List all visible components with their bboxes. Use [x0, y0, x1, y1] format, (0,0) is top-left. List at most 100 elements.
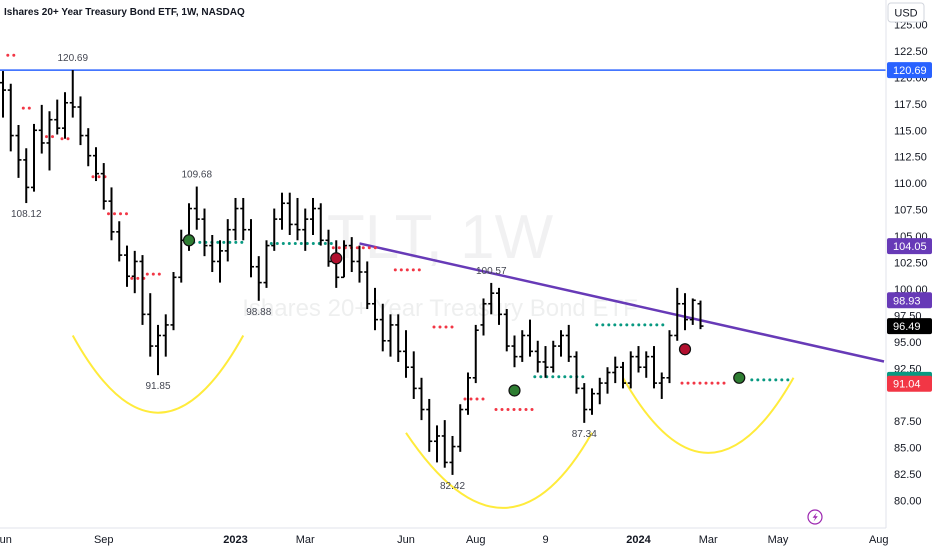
trailing-stop-dot-8	[198, 240, 202, 244]
annotation-label-4: 98.88	[246, 307, 271, 318]
ohlc-bar-83	[643, 351, 650, 378]
trailing-stop-dot-6	[136, 276, 140, 280]
trailing-stop-dot-9	[293, 242, 297, 245]
signal-marker-4	[733, 371, 746, 384]
ohlc-bar-26	[201, 208, 208, 257]
price-badge-bg	[887, 318, 932, 335]
ohlc-bar-7	[54, 99, 61, 135]
trailing-stop-dot-6	[130, 276, 134, 280]
ohlc-bar-9	[69, 70, 76, 118]
ohlc-bar-16	[124, 245, 130, 287]
signal-markers	[182, 234, 746, 397]
trailing-stop-dot-9	[281, 242, 285, 245]
time-tick-label-0: Jun	[0, 534, 12, 546]
chart-header-title: Ishares 20+ Year Treasury Bond ETF, 1W, …	[4, 7, 245, 18]
trendline[interactable]	[359, 242, 885, 363]
ohlc-bar-22	[170, 272, 177, 331]
trailing-stop-dot-11	[417, 268, 421, 272]
ohlc-bar-44	[341, 240, 347, 279]
ohlc-bar-68	[527, 319, 533, 357]
time-axis-background[interactable]	[0, 528, 886, 550]
annotation-label-6: 82.42	[440, 481, 465, 492]
time-tick-label-7: 2024	[626, 534, 651, 546]
trailing-stop-dot-9	[275, 242, 279, 245]
lightning-icon[interactable]	[807, 509, 823, 525]
ohlc-bar-69	[534, 340, 541, 373]
trailing-stop-dot-13	[463, 397, 467, 401]
price-tick-label-3: 87.50	[894, 416, 922, 428]
ohlc-bar-2	[15, 124, 22, 178]
price-badge-text: 96.49	[893, 321, 921, 333]
trailing-stop-dot-4	[91, 175, 95, 179]
trailing-stop-dot-12	[438, 325, 442, 329]
price-badge-text: 120.69	[893, 65, 927, 77]
ohlc-bar-78	[604, 367, 611, 394]
ohlc-bar-6	[46, 111, 53, 171]
trailing-stop-dot-2	[45, 135, 48, 139]
price-badge-bg	[887, 292, 932, 309]
ohlc-bar-74	[573, 351, 580, 394]
time-tick-label-8: Mar	[699, 534, 718, 546]
trailing-stop-dot-18	[774, 378, 778, 382]
time-tick-label-3: Mar	[296, 534, 315, 546]
ohlc-bar-75	[581, 383, 588, 423]
annotation-label-0: 120.69	[57, 53, 88, 64]
trailing-stop-dot-9	[269, 242, 273, 245]
trailing-stop-dot-9	[329, 242, 333, 245]
ohlc-bar-58	[449, 435, 456, 475]
trailing-stop-dot-18	[750, 378, 754, 382]
trailing-stop-dot-11	[399, 268, 403, 272]
trailing-stop-dot-14	[500, 408, 504, 411]
annotation-label-7: 87.34	[572, 429, 597, 440]
time-tick-label-4: Jun	[397, 534, 415, 546]
price-axis-background[interactable]	[886, 0, 932, 528]
ohlc-bar-65	[503, 309, 510, 352]
trailing-stop-dot-10	[337, 246, 341, 250]
ohlc-bars[interactable]	[0, 70, 704, 475]
trailing-stop-dot-14	[494, 408, 498, 411]
ohlc-bar-72	[558, 330, 564, 357]
ohlc-bar-30	[232, 197, 239, 241]
currency-label: USD	[894, 8, 917, 20]
trailing-stop-dot-15	[563, 375, 567, 379]
price-badge-text: 98.93	[893, 295, 921, 307]
trailing-stop-dot-9	[287, 242, 291, 245]
trailing-stop-dot-11	[411, 268, 415, 272]
ohlc-bar-53	[410, 351, 417, 399]
ohlc-bar-15	[116, 221, 123, 262]
ohlc-bar-41	[317, 203, 324, 246]
ohlc-bar-87	[674, 287, 681, 341]
trailing-stop-dot-17	[716, 381, 720, 385]
trailing-stop-dot-18	[786, 378, 790, 382]
ohlc-bar-61	[472, 324, 479, 384]
trailing-stop-dot-13	[475, 397, 479, 401]
ohlc-bar-63	[488, 282, 495, 315]
signal-marker-2	[508, 384, 521, 397]
trailing-stop-dot-8	[222, 240, 226, 244]
trailing-stop-dot-17	[680, 381, 684, 385]
ohlc-bar-11	[85, 128, 92, 167]
trailing-stop-dot-18	[762, 378, 766, 382]
ohlc-bar-42	[325, 229, 332, 267]
ohlc-bar-57	[441, 420, 448, 468]
ohlc-bar-45	[348, 237, 355, 273]
price-annotations: 120.69 108.12 109.68 91.85 98.88 100.57 82.42 8…	[11, 53, 597, 492]
currency-button[interactable]: USD	[887, 2, 925, 23]
time-tick-label-5: Aug	[466, 534, 486, 546]
ohlc-bar-62	[480, 298, 487, 336]
trailing-stop-dot-17	[686, 381, 690, 385]
price-badge-0: 120.69	[887, 62, 932, 79]
trailing-stop-dot-10	[331, 246, 335, 250]
trailing-stop-dot-7	[145, 272, 149, 276]
trailing-stop-dot-16	[637, 323, 641, 327]
trailing-stop-dot-17	[710, 381, 714, 385]
pattern-arc-0	[71, 335, 245, 414]
trailing-stop-dot-16	[661, 323, 665, 327]
ohlc-bar-31	[240, 197, 247, 241]
ohlc-bar-37	[286, 192, 293, 235]
price-tick-label-2: 85.00	[894, 443, 922, 455]
trailing-stop-dot-14	[530, 408, 534, 411]
trailing-stop-dot-16	[655, 323, 659, 327]
